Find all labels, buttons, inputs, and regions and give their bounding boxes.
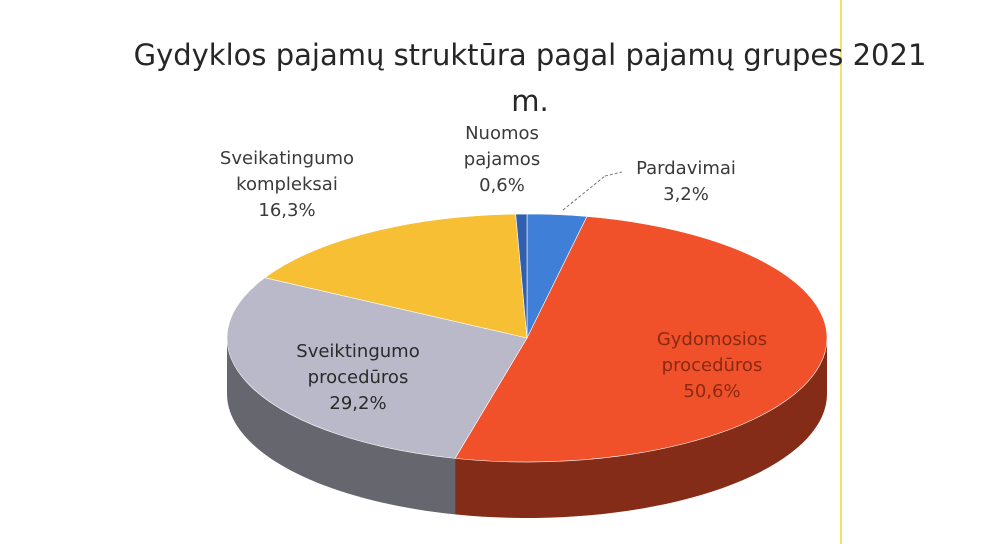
data-label: Sveiktingumo procedūros 29,2%: [283, 339, 433, 417]
category-label: Pardavimai: [636, 158, 736, 179]
leader-line: [562, 175, 606, 211]
value-label: 0,6%: [479, 175, 525, 196]
category-label: Gydomosios procedūros: [656, 329, 768, 376]
slice: [264, 213, 528, 339]
slice: [515, 213, 528, 339]
data-label: Pardavimai 3,2%: [591, 156, 781, 208]
slice-side: [455, 338, 827, 518]
slice: [454, 216, 828, 463]
category-label: Sveikatingumo kompleksai: [219, 148, 355, 195]
pie: [226, 213, 828, 518]
data-label: Nuomos pajamos 0,6%: [447, 121, 557, 199]
slice-side: [227, 338, 456, 515]
slice: [226, 277, 528, 459]
category-label: Nuomos pajamos: [463, 123, 541, 170]
value-label: 3,2%: [663, 184, 709, 205]
leader-line: [604, 171, 623, 177]
value-label: 29,2%: [329, 393, 387, 414]
chart-title: Gydyklos pajamų struktūra pagal pajamų g…: [133, 38, 927, 118]
value-label: 50,6%: [683, 381, 741, 402]
value-label: 16,3%: [258, 200, 316, 221]
data-label: Gydomosios procedūros 50,6%: [637, 327, 787, 405]
category-label: Sveiktingumo procedūros: [296, 341, 420, 388]
data-label: Sveikatingumo kompleksai 16,3%: [192, 146, 382, 224]
